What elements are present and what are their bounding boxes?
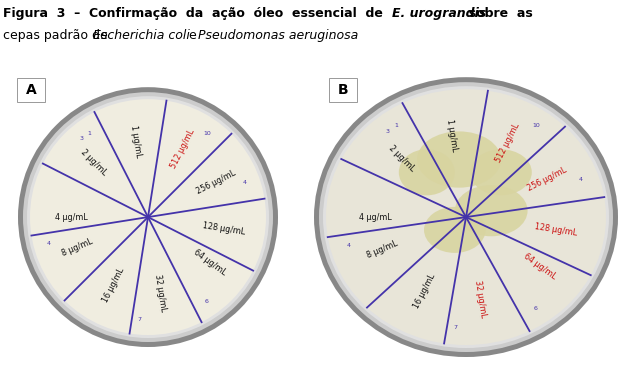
Text: 128 μg/mL: 128 μg/mL (534, 222, 577, 238)
Ellipse shape (314, 77, 618, 357)
Text: sobre  as: sobre as (460, 7, 533, 20)
Text: B: B (338, 83, 349, 97)
Text: 32 μg/mL: 32 μg/mL (473, 280, 488, 318)
Text: 4: 4 (243, 179, 246, 184)
Text: 1: 1 (394, 124, 398, 128)
Ellipse shape (399, 149, 455, 195)
Text: 6: 6 (534, 306, 538, 311)
Text: 4 μg/mL: 4 μg/mL (55, 213, 88, 222)
Text: 512 μg/mL: 512 μg/mL (169, 128, 197, 170)
Ellipse shape (417, 131, 501, 188)
Text: 4: 4 (47, 241, 51, 246)
Text: 3: 3 (386, 130, 390, 134)
Text: 4: 4 (346, 244, 350, 248)
Text: e: e (185, 29, 201, 42)
Ellipse shape (27, 96, 269, 338)
Text: .: . (330, 29, 334, 42)
Text: Pseudomonas aeruginosa: Pseudomonas aeruginosa (198, 29, 358, 42)
Ellipse shape (23, 92, 273, 342)
Text: 32 μg/mL: 32 μg/mL (152, 273, 167, 312)
Text: 10: 10 (532, 124, 540, 128)
Text: 6: 6 (205, 299, 209, 304)
Text: cepas padrão de: cepas padrão de (3, 29, 112, 42)
Text: 16 μg/mL: 16 μg/mL (100, 266, 126, 304)
Text: 1 μg/mL: 1 μg/mL (445, 118, 459, 152)
Ellipse shape (319, 82, 613, 352)
Text: 3: 3 (80, 136, 84, 141)
Text: 7: 7 (453, 325, 457, 331)
Text: 256 μg/mL: 256 μg/mL (526, 166, 568, 193)
Text: 256 μg/mL: 256 μg/mL (195, 169, 238, 196)
Text: 1: 1 (87, 131, 91, 135)
Text: 10: 10 (203, 131, 211, 135)
Ellipse shape (424, 207, 485, 253)
Text: A: A (26, 83, 36, 97)
Text: 2 μg/mL: 2 μg/mL (387, 144, 416, 173)
Text: 1 μg/mL: 1 μg/mL (129, 124, 143, 158)
FancyBboxPatch shape (329, 78, 357, 102)
FancyBboxPatch shape (17, 78, 45, 102)
Text: 64 μg/mL: 64 μg/mL (192, 248, 228, 277)
Ellipse shape (18, 87, 278, 347)
Text: E. urograndis: E. urograndis (392, 7, 487, 20)
Text: 7: 7 (137, 317, 141, 322)
Text: 4 μg/mL: 4 μg/mL (359, 213, 391, 222)
Ellipse shape (455, 185, 527, 236)
Text: 4: 4 (579, 176, 582, 182)
Text: 2 μg/mL: 2 μg/mL (79, 148, 108, 178)
Text: 8 μg/mL: 8 μg/mL (366, 239, 399, 260)
Ellipse shape (326, 89, 606, 345)
Text: 128 μg/mL: 128 μg/mL (202, 221, 246, 237)
Text: Figura  3  –  Confirmação  da  ação  óleo  essencial  de: Figura 3 – Confirmação da ação óleo esse… (3, 7, 392, 20)
Text: 64 μg/mL: 64 μg/mL (522, 251, 557, 281)
Ellipse shape (323, 86, 609, 348)
Ellipse shape (470, 149, 532, 195)
Text: 8 μg/mL: 8 μg/mL (61, 237, 94, 258)
Text: 512 μg/mL: 512 μg/mL (493, 122, 521, 164)
Text: Escherichia coli: Escherichia coli (93, 29, 190, 42)
Ellipse shape (30, 99, 266, 335)
Text: 16 μg/mL: 16 μg/mL (412, 272, 437, 310)
